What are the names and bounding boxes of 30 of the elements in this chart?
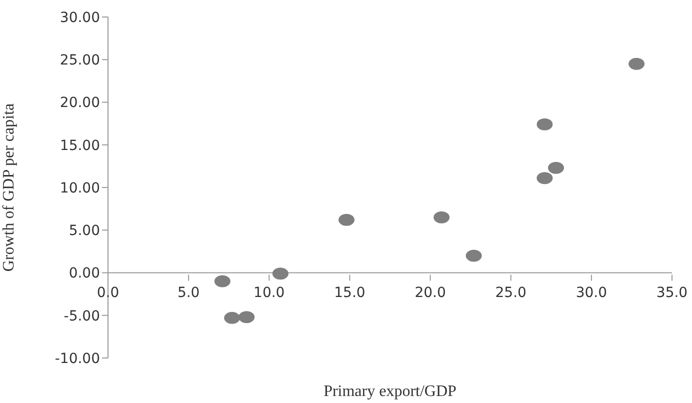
y-tick-label: 10.00	[60, 180, 100, 196]
x-tick-label: 10.0	[254, 284, 285, 301]
point	[536, 118, 553, 130]
y-tick-label: -10.00	[54, 350, 100, 367]
x-tick-label: 15.0	[334, 284, 366, 301]
x-tick-label: 30.0	[576, 284, 608, 301]
point	[628, 58, 645, 70]
y-axis-title: Growth of GDP per capita	[0, 103, 18, 272]
point	[224, 312, 240, 324]
x-tick-label: 20.0	[414, 284, 446, 301]
y-tick-label: 25.00	[60, 52, 100, 69]
x-tick-label: 5.0	[177, 284, 200, 301]
x-tick-label: 35.0	[656, 284, 688, 301]
y-tick-label: 5.00	[68, 223, 100, 240]
y-tick-label: 0.00	[68, 266, 100, 282]
point	[466, 250, 482, 262]
point	[272, 268, 288, 280]
point	[338, 214, 354, 226]
x-tick-label: 0.0	[96, 284, 120, 301]
point	[214, 275, 230, 288]
point	[548, 162, 564, 174]
point	[238, 311, 255, 324]
x-axis-title: Primary export/GDP	[324, 383, 457, 400]
y-tick-label: 30.00	[60, 10, 100, 26]
x-tick-label: 25.0	[495, 284, 526, 301]
point	[434, 211, 450, 224]
point	[536, 172, 553, 184]
y-tick-label: -5.00	[64, 308, 100, 324]
y-tick-label: 20.00	[60, 95, 100, 112]
y-tick-label: 15.00	[60, 138, 100, 154]
